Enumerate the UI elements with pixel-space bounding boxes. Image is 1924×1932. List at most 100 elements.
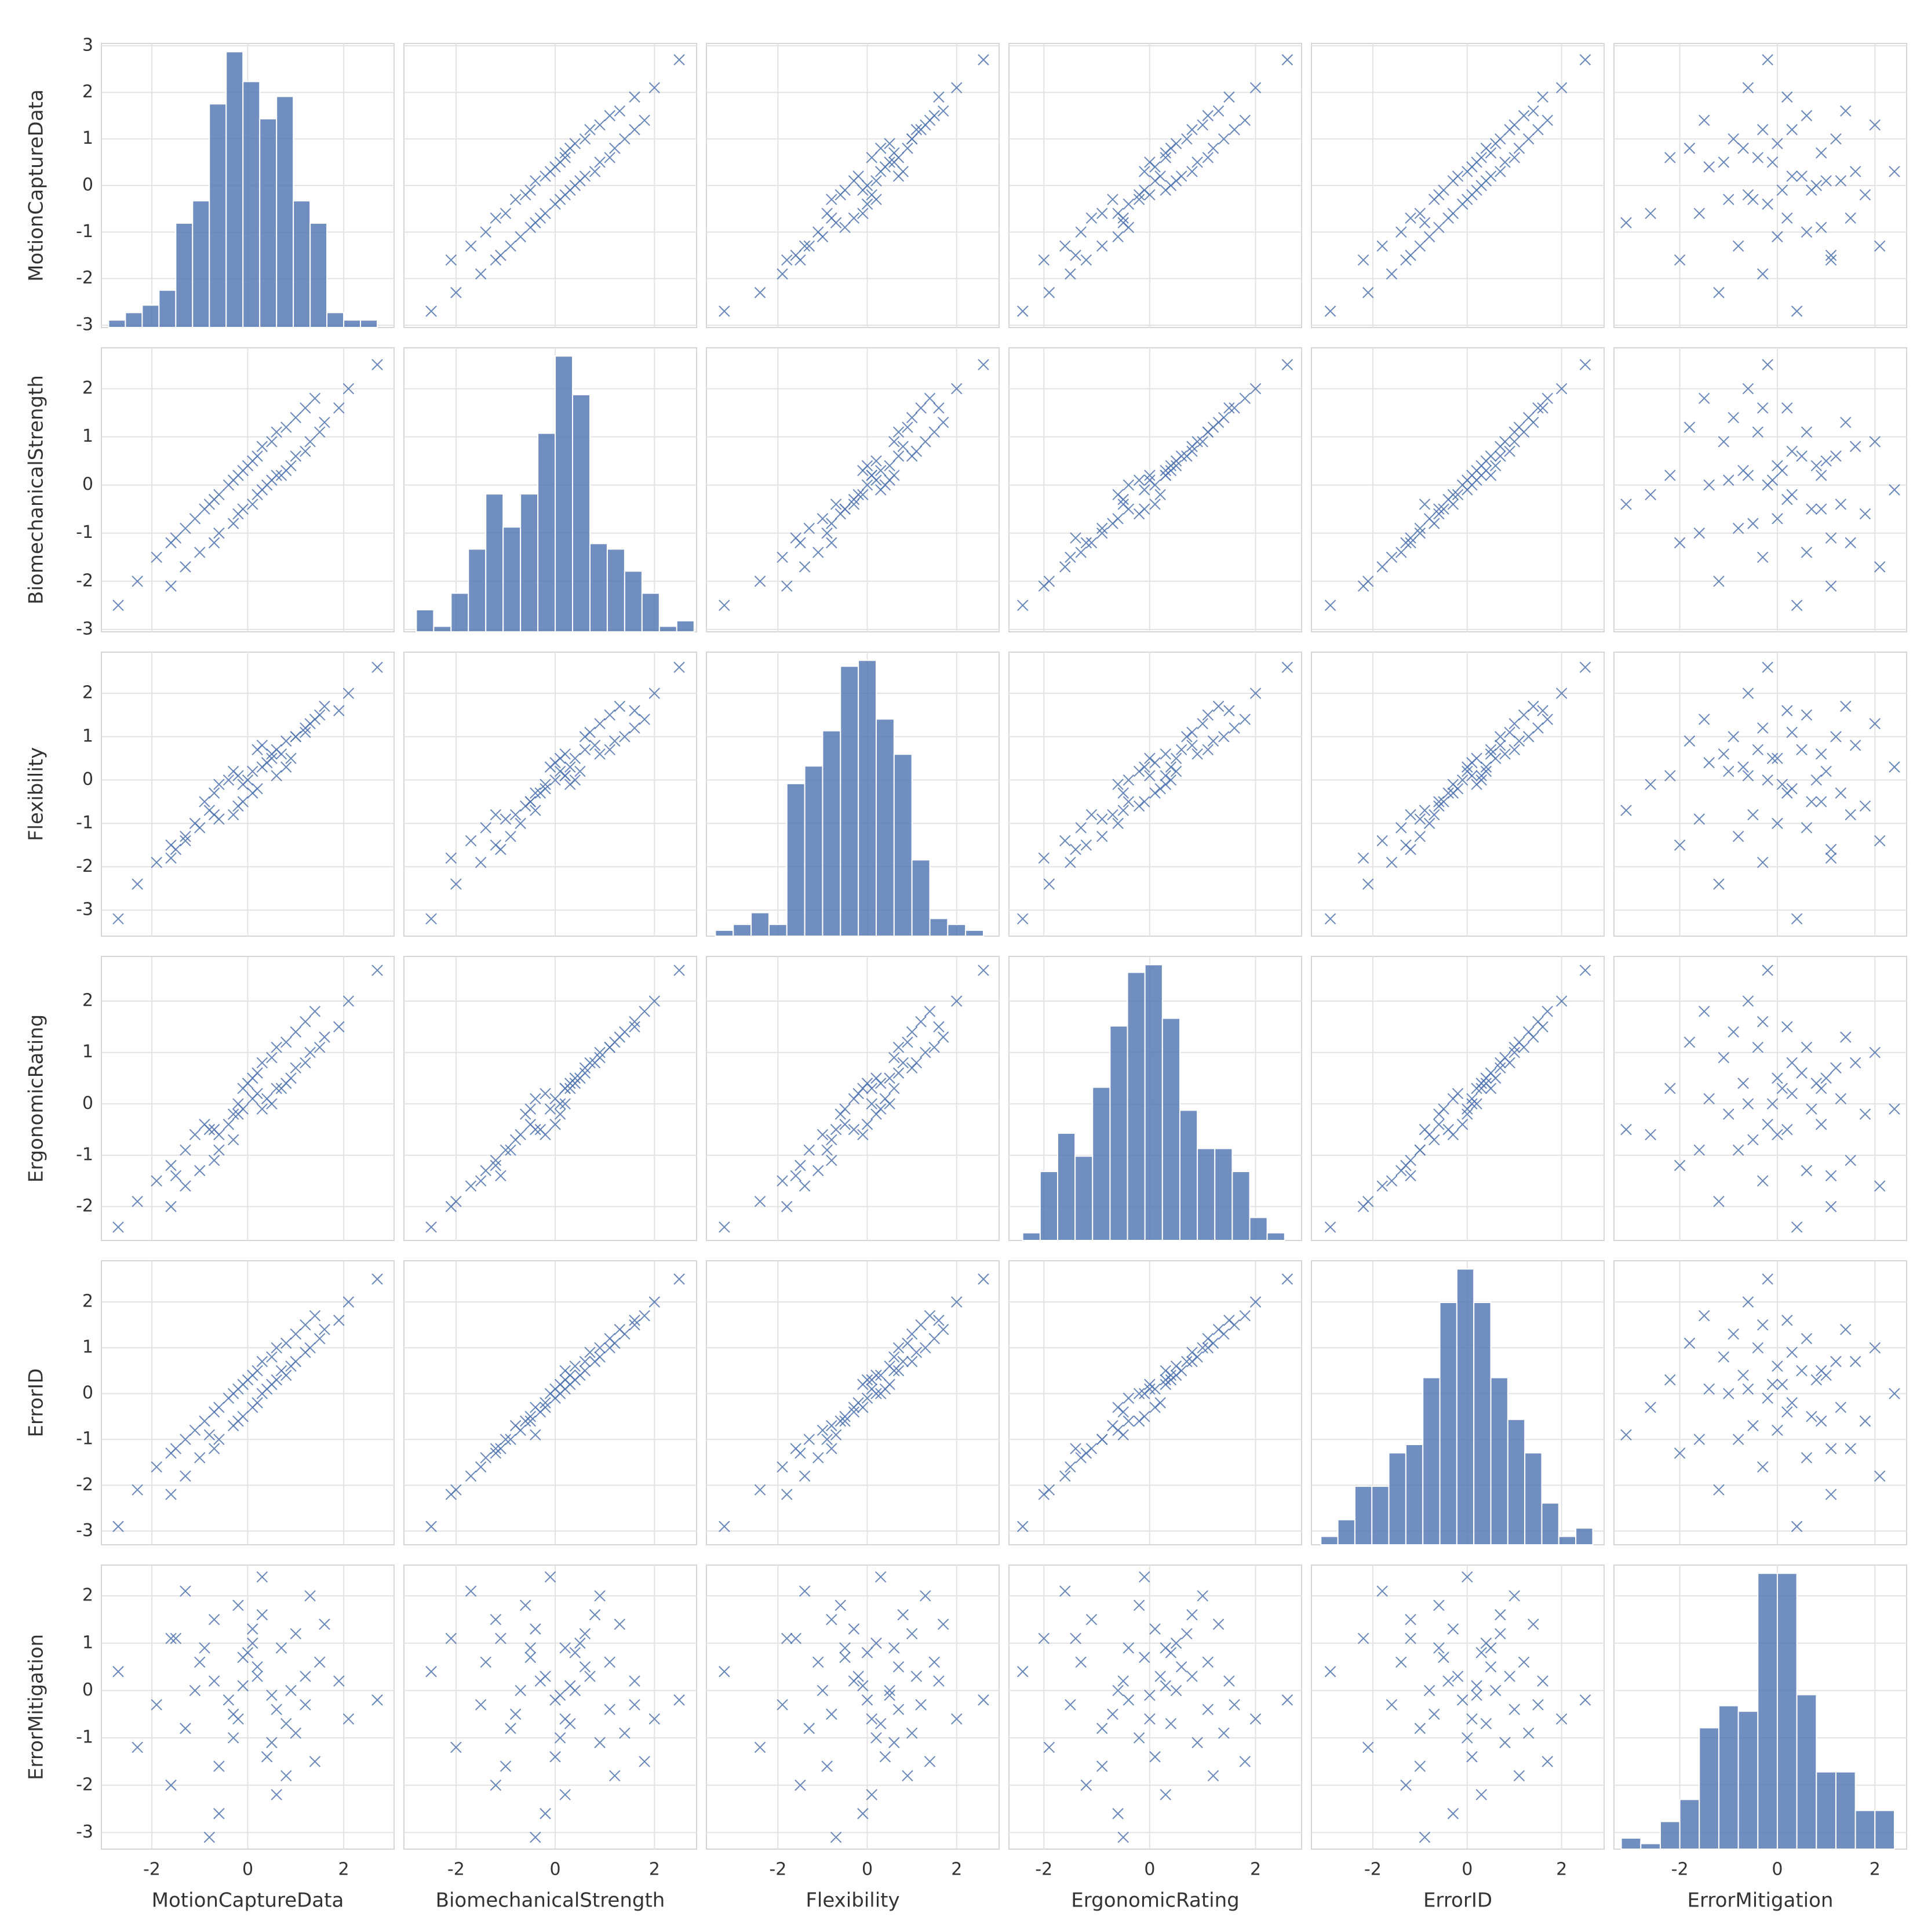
scatter-point	[1747, 1134, 1759, 1146]
y-tick-label: -1	[76, 1144, 93, 1165]
x-tick-label: -2	[447, 1860, 465, 1880]
scatter-point	[888, 1351, 900, 1363]
y-axis-label: BiomechanicalStrength	[25, 375, 48, 605]
scatter-point	[132, 576, 143, 587]
scatter-point	[897, 166, 909, 177]
scatter-point	[821, 527, 833, 539]
scatter-point	[208, 787, 220, 799]
scatter-point	[242, 774, 254, 786]
scatter-point	[888, 1737, 900, 1748]
scatter-point	[1080, 839, 1092, 851]
scatter-point	[530, 1831, 541, 1843]
scatter-point	[795, 1159, 806, 1171]
scatter-point	[1776, 184, 1788, 196]
scatter-point	[874, 465, 887, 476]
scatter-point	[609, 735, 621, 747]
scatter-point	[719, 1666, 730, 1678]
histogram-bar	[1022, 1232, 1041, 1242]
scatter-point	[1752, 426, 1763, 438]
scatter-point	[1043, 1741, 1055, 1753]
scatter-point	[1645, 489, 1656, 501]
scatter-point	[1223, 1315, 1235, 1326]
scatter-point	[232, 1713, 244, 1725]
scatter-point	[540, 1129, 551, 1141]
scatter-point	[826, 1614, 837, 1625]
panel	[706, 1564, 1000, 1850]
scatter-point	[300, 1671, 311, 1682]
scatter-point	[1438, 796, 1449, 807]
histogram-bar	[1835, 1771, 1856, 1850]
scatter-point	[1684, 1337, 1696, 1349]
scatter-point	[951, 383, 963, 395]
scatter-point	[1830, 731, 1842, 743]
scatter-point	[465, 1585, 477, 1597]
y-tick-label: 3	[82, 35, 93, 56]
scatter-point	[584, 1057, 596, 1069]
scatter-point	[180, 1585, 191, 1597]
scatter-point	[604, 709, 615, 721]
y-tick-label: 1	[82, 128, 93, 148]
scatter-point	[280, 735, 292, 747]
scatter-point	[777, 1175, 788, 1187]
scatter-point	[892, 1704, 905, 1715]
scatter-point	[1357, 852, 1369, 864]
scatter-point	[906, 1026, 918, 1038]
scatter-point	[1723, 1388, 1734, 1399]
scatter-point	[1149, 787, 1161, 799]
scatter-point	[1133, 766, 1145, 777]
scatter-point	[475, 857, 487, 868]
scatter-point	[275, 748, 287, 760]
scatter-point	[132, 878, 143, 890]
scatter-point	[223, 1694, 235, 1706]
y-tick-label: 2	[82, 1585, 93, 1606]
scatter-point	[1107, 194, 1118, 205]
histogram-bar	[1249, 1217, 1268, 1241]
x-tick-label: 0	[550, 1860, 561, 1880]
histogram-bar	[1231, 1171, 1251, 1242]
scatter-point	[1144, 474, 1156, 486]
histogram-bar	[225, 51, 244, 328]
y-tick-label: 2	[82, 991, 93, 1011]
scatter-point	[1191, 748, 1203, 760]
scatter-point	[1489, 1684, 1502, 1697]
scatter-point	[604, 1656, 615, 1668]
scatter-point	[300, 1016, 311, 1028]
histogram-bar	[1197, 1148, 1216, 1241]
panel	[1008, 1260, 1302, 1545]
scatter-point	[309, 392, 321, 404]
scatter-point	[524, 1103, 536, 1115]
y-tick-label: 0	[82, 1093, 93, 1114]
scatter-point	[1772, 752, 1783, 764]
scatter-point	[252, 1087, 263, 1100]
scatter-point	[1772, 513, 1783, 525]
scatter-point	[892, 1067, 905, 1079]
scatter-point	[1386, 1175, 1398, 1187]
scatter-point	[271, 1374, 282, 1386]
scatter-point	[480, 1452, 491, 1464]
scatter-point	[309, 1756, 321, 1767]
scatter-point	[1757, 551, 1769, 563]
scatter-point	[614, 105, 626, 117]
scatter-point	[1781, 402, 1793, 414]
scatter-point	[933, 91, 945, 103]
scatter-point	[371, 965, 383, 976]
histogram-bar	[1776, 1573, 1798, 1850]
scatter-point	[852, 170, 864, 182]
scatter-point	[1186, 1609, 1198, 1621]
scatter-point	[584, 123, 596, 136]
scatter-point	[232, 1098, 244, 1110]
scatter-point	[1324, 305, 1336, 317]
y-tick-label: 0	[82, 769, 93, 789]
scatter-point	[795, 1780, 806, 1791]
scatter-point	[1674, 1159, 1686, 1171]
scatter-point	[1096, 831, 1108, 842]
histogram-bar	[158, 289, 177, 328]
scatter-point	[937, 1323, 949, 1336]
scatter-point	[584, 726, 596, 738]
scatter-point	[519, 1599, 531, 1611]
scatter-point	[1181, 731, 1193, 743]
scatter-point	[781, 254, 793, 266]
scatter-point	[777, 551, 788, 563]
scatter-point	[604, 152, 615, 163]
scatter-point	[1197, 436, 1208, 447]
